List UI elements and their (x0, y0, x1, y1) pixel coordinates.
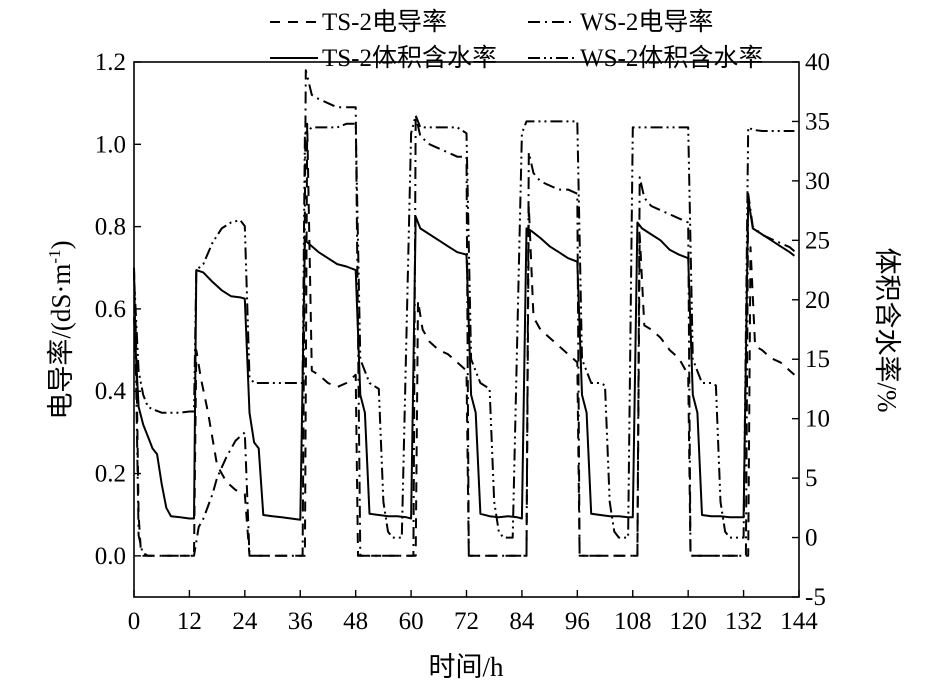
y-axis-left: 0.0 0.2 0.4 0.6 0.8 1.0 1.2 (95, 49, 141, 570)
x-tick-label: 96 (565, 608, 590, 635)
series-line-0 (133, 122, 796, 557)
series-line-1 (133, 69, 796, 557)
y-right-tick-label: 30 (805, 168, 830, 195)
x-tick-label: 60 (399, 608, 424, 635)
y-right-tick-label: 10 (805, 406, 830, 433)
y-right-tick-label: 35 (805, 108, 830, 135)
x-tick-label: 132 (725, 608, 763, 635)
y-axis-left-label-close: ) (46, 240, 76, 249)
legend-ts-ec-label: TS-2电导率 (322, 8, 447, 36)
series-layer (133, 69, 796, 557)
y-axis-right-label: 体积含水率/% (872, 248, 902, 413)
x-tick-label: 0 (128, 608, 141, 635)
y-axis-left-label-sup: -1 (45, 249, 64, 263)
x-tick-label: 144 (780, 608, 818, 635)
y-left-tick-label: 0.4 (95, 378, 127, 405)
x-tick-label: 12 (177, 608, 202, 635)
legend-ws-ec-label: WS-2电导率 (580, 8, 713, 36)
y-left-tick-label: 1.2 (95, 49, 126, 76)
legend-ws-vwc-label: WS-2体积含水率 (580, 44, 763, 72)
y-left-tick-label: 0.0 (95, 543, 126, 570)
y-left-tick-label: 0.2 (95, 461, 126, 488)
y-left-tick-label: 1.0 (95, 131, 126, 158)
legend: TS-2电导率 WS-2电导率 TS-2体积含水率 WS-2体积含水率 (270, 8, 763, 72)
series-line-2 (133, 197, 796, 521)
y-right-tick-label: 40 (805, 49, 830, 76)
x-axis-label: 时间/h (428, 652, 504, 682)
y-right-tick-label: 15 (805, 346, 830, 373)
y-axis-left-label-main: 电导率/(dS·m (46, 264, 76, 420)
y-axis-right: -5 0 5 10 15 20 25 30 35 40 (792, 49, 830, 611)
x-tick-label: 108 (614, 608, 652, 635)
series-line-3 (133, 114, 795, 539)
x-tick-label: 24 (232, 608, 258, 635)
y-right-tick-label: 20 (805, 287, 830, 314)
x-tick-label: 120 (669, 608, 707, 635)
y-right-tick-label: 25 (805, 227, 830, 254)
x-tick-label: 48 (343, 608, 368, 635)
y-left-tick-label: 0.8 (95, 214, 126, 241)
y-axis-left-label: 电导率/(dS·m-1) (45, 240, 76, 419)
y-right-tick-label: -5 (805, 584, 826, 611)
y-right-tick-label: 5 (805, 465, 818, 492)
y-left-tick-label: 0.6 (95, 296, 126, 323)
x-tick-label: 84 (509, 608, 535, 635)
x-tick-label: 72 (454, 608, 479, 635)
x-axis: 0 12 24 36 48 60 72 84 96 108 120 132 144 (128, 590, 818, 635)
plot-frame (133, 61, 800, 598)
x-tick-label: 36 (288, 608, 313, 635)
y-right-tick-label: 0 (805, 525, 818, 552)
legend-ts-vwc-label: TS-2体积含水率 (322, 44, 497, 72)
